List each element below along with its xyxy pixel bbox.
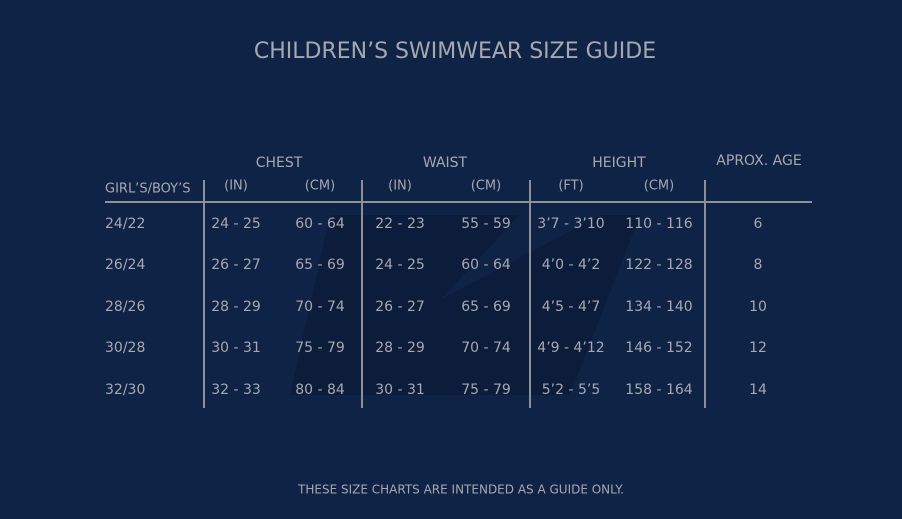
- table-cell: 55 - 59: [461, 216, 511, 232]
- table-cell: 28 - 29: [211, 299, 261, 315]
- size-label: GIRL’S/BOY’S: [105, 182, 190, 197]
- size-cell: 28/26: [105, 299, 145, 315]
- unit-header: (CM): [644, 179, 674, 194]
- table-cell: 30 - 31: [375, 382, 425, 398]
- size-cell: 32/30: [105, 382, 145, 398]
- unit-header: (IN): [224, 179, 248, 194]
- unit-header: (CM): [471, 179, 501, 194]
- table-cell: 10: [749, 299, 767, 315]
- table-cell: 22 - 23: [375, 216, 425, 232]
- table-cell: 26 - 27: [375, 299, 425, 315]
- table-cell: 60 - 64: [295, 216, 345, 232]
- table-cell: 30 - 31: [211, 340, 261, 356]
- table-cell: 32 - 33: [211, 382, 261, 398]
- table-cell: 28 - 29: [375, 340, 425, 356]
- table-cell: 122 - 128: [625, 257, 692, 273]
- table-cell: 4’9 - 4’12: [537, 340, 604, 356]
- table-cell: 60 - 64: [461, 257, 511, 273]
- table-cell: 3’7 - 3’10: [537, 216, 604, 232]
- table-cell: 24 - 25: [375, 257, 425, 273]
- group-header: CHEST: [256, 155, 303, 171]
- group-header: WAIST: [423, 155, 468, 171]
- table-cell: 6: [754, 216, 763, 232]
- table-cell: 134 - 140: [625, 299, 692, 315]
- table-cell: 12: [749, 340, 767, 356]
- footnote: THESE SIZE CHARTS ARE INTENDED AS A GUID…: [297, 483, 624, 497]
- group-header: HEIGHT: [592, 155, 646, 171]
- table-cell: 24 - 25: [211, 216, 261, 232]
- size-cell: 30/28: [105, 340, 145, 356]
- logo-watermark: [290, 215, 640, 395]
- title: CHILDREN’S SWIMWEAR SIZE GUIDE: [254, 39, 656, 64]
- table-cell: 110 - 116: [625, 216, 692, 232]
- table-cell: 5’2 - 5’5: [542, 382, 600, 398]
- table-cell: 26 - 27: [211, 257, 261, 273]
- table-cell: 75 - 79: [461, 382, 511, 398]
- table-cell: 65 - 69: [461, 299, 511, 315]
- table-cell: 146 - 152: [625, 340, 692, 356]
- table-cell: 158 - 164: [625, 382, 692, 398]
- table-cell: 4’5 - 4’7: [542, 299, 600, 315]
- table-cell: 65 - 69: [295, 257, 345, 273]
- size-cell: 24/22: [105, 216, 145, 232]
- table-cell: 70 - 74: [461, 340, 511, 356]
- unit-header: (IN): [388, 179, 412, 194]
- table-cell: 75 - 79: [295, 340, 345, 356]
- unit-header: (FT): [558, 179, 583, 194]
- table-cell: 4’0 - 4’2: [542, 257, 600, 273]
- table-cell: 80 - 84: [295, 382, 345, 398]
- group-header: APROX. AGE: [716, 153, 801, 169]
- unit-header: (CM): [305, 179, 335, 194]
- table-cell: 14: [749, 382, 767, 398]
- table-cell: 70 - 74: [295, 299, 345, 315]
- table-cell: 8: [754, 257, 763, 273]
- size-cell: 26/24: [105, 257, 145, 273]
